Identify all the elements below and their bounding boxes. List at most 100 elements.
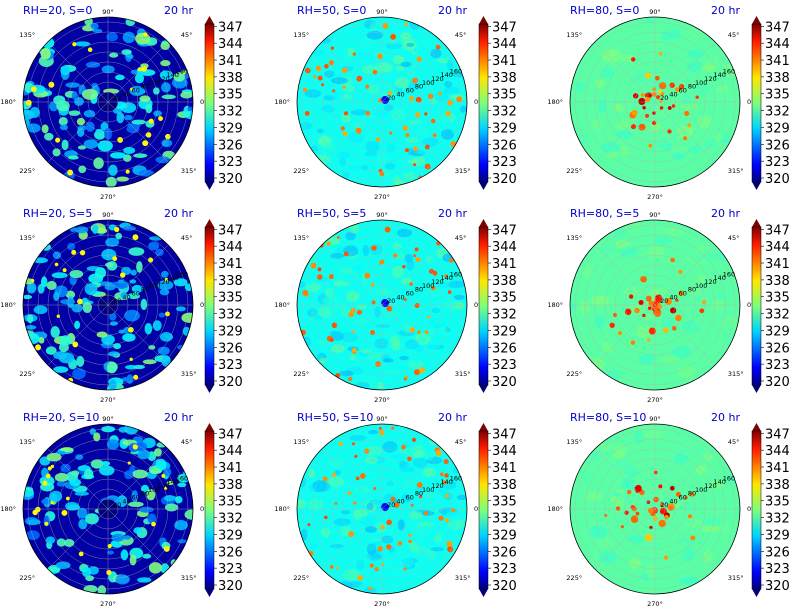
field-blob <box>621 478 635 492</box>
field-blob <box>688 25 707 39</box>
field-blob <box>301 528 308 541</box>
field-blob <box>647 338 651 342</box>
radial-tick-label: 20 <box>113 94 121 102</box>
radial-tick-label: 140 <box>440 274 452 282</box>
field-blob <box>417 330 421 334</box>
angle-tick-label: 225° <box>566 574 582 582</box>
field-blob <box>334 501 338 505</box>
colorbar-min-extend <box>205 589 214 597</box>
field-blob <box>438 91 442 96</box>
field-blob <box>90 22 99 30</box>
field-blob <box>61 509 68 516</box>
field-blob <box>76 355 85 367</box>
field-blob <box>410 503 414 507</box>
grid-spoke <box>381 304 443 366</box>
field-blob <box>161 474 166 478</box>
field-blob <box>175 496 183 504</box>
angle-tick-label: 180° <box>274 301 290 309</box>
field-blob <box>153 87 160 95</box>
field-blob <box>144 323 153 335</box>
angle-tick-label: 90° <box>649 415 661 423</box>
angle-tick-label: 315° <box>728 574 744 582</box>
radial-tick-label: 40 <box>122 497 130 505</box>
field-blob <box>416 522 434 528</box>
field-blob <box>148 345 156 350</box>
radial-tick-label: 40 <box>122 90 130 98</box>
angle-tick-label: 90° <box>649 211 661 219</box>
radial-tick-label: 40 <box>669 497 677 505</box>
field-blob <box>648 120 662 134</box>
colorbar-tick-label: 344 <box>765 37 790 52</box>
field-blob <box>74 491 89 496</box>
field-blob <box>671 152 687 160</box>
colorbar-max-extend <box>752 219 761 227</box>
radial-tick-label: 80 <box>415 83 423 91</box>
colorbar-max-extend <box>752 16 761 24</box>
field-blob <box>414 247 419 252</box>
field-blob <box>177 539 188 544</box>
field-blob <box>110 152 126 159</box>
field-blob <box>647 246 666 259</box>
field-blob <box>644 72 651 79</box>
field-blob <box>56 481 66 487</box>
field-blob <box>329 330 337 336</box>
field-blob <box>399 447 416 455</box>
angle-tick-label: 180° <box>547 505 563 513</box>
colorbar-tick-label: 332 <box>492 105 517 120</box>
angle-tick-label: 90° <box>102 8 114 16</box>
field-blob <box>356 485 365 495</box>
colorbar-tick-label: 341 <box>492 54 517 69</box>
field-blob <box>636 326 652 338</box>
field-blob <box>77 507 88 519</box>
field-blob <box>60 299 76 305</box>
field-blob <box>375 361 381 367</box>
colorbar-tick-label: 323 <box>218 155 243 170</box>
grid-spoke <box>654 448 716 510</box>
field-blob <box>355 381 370 389</box>
field-blob <box>23 110 35 120</box>
grid-spoke <box>107 41 169 103</box>
field-blob <box>331 472 337 477</box>
field-blob <box>697 247 717 260</box>
radial-tick-label: 80 <box>141 286 149 294</box>
field-blob <box>351 318 370 325</box>
radial-tick-label: 140 <box>713 274 725 282</box>
colorbar-tick-label: 323 <box>218 358 243 373</box>
field-blob <box>584 452 601 463</box>
field-blob <box>584 491 603 502</box>
angle-tick-label: 225° <box>293 167 309 175</box>
angle-tick-label: 225° <box>566 167 582 175</box>
polar-panel: 0°45°90°135°180°225°270°315°20 40 60 801001… <box>0 411 243 608</box>
colorbar-tick-label: 344 <box>218 37 243 52</box>
radial-tick-label: 100 <box>422 79 434 87</box>
field-blob <box>652 141 666 152</box>
field-blob <box>129 554 137 566</box>
field-blob <box>336 246 345 253</box>
field-blob <box>78 551 84 557</box>
colorbar-tick-label: 323 <box>492 358 517 373</box>
field-blob <box>33 305 48 315</box>
field-blob <box>148 562 162 574</box>
colorbar-tick-label: 329 <box>492 528 517 543</box>
field-blob <box>394 252 406 260</box>
field-blob <box>427 340 441 350</box>
field-blob <box>409 526 426 538</box>
colorbar-tick-label: 326 <box>218 341 243 356</box>
field-blob <box>703 517 722 528</box>
field-blob <box>654 236 672 245</box>
field-blob <box>180 91 193 99</box>
field-blob <box>647 306 652 311</box>
field-blob <box>333 518 351 526</box>
colorbar-tick-label: 326 <box>218 545 243 560</box>
field-blob <box>424 330 429 335</box>
field-blob <box>428 439 438 446</box>
colorbar-tick-label: 323 <box>765 562 790 577</box>
field-blob <box>60 65 71 76</box>
field-blob <box>406 42 415 47</box>
field-blob <box>122 333 136 342</box>
field-blob <box>408 533 412 537</box>
